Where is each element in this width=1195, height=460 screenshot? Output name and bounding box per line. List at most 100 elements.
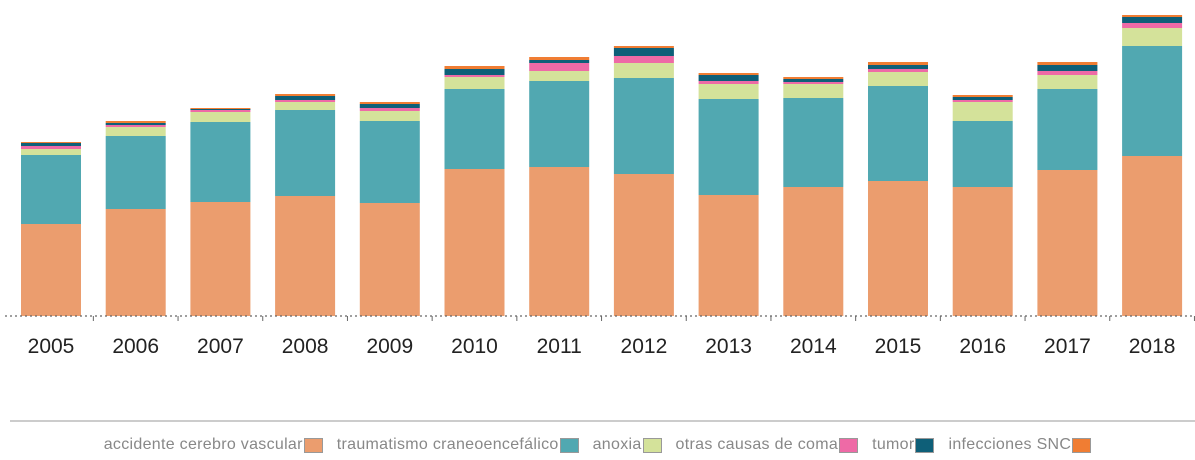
bar-segment <box>783 84 844 98</box>
legend-item: accidente cerebro vascular <box>104 436 323 454</box>
bar-segment <box>952 100 1013 102</box>
x-tick-label: 2010 <box>451 335 498 358</box>
bar-segment <box>444 69 505 75</box>
bar-segment <box>613 174 674 316</box>
legend-item: tumor <box>872 436 935 454</box>
bar-segment <box>783 187 844 316</box>
bar-segment <box>444 89 505 169</box>
bar-segment <box>105 136 166 209</box>
bar-segment <box>275 102 336 110</box>
bar-segment <box>868 86 928 181</box>
legend: accidente cerebro vascular traumatismo cr… <box>0 436 1195 454</box>
bar-segment <box>21 146 81 149</box>
bar-segment <box>105 125 166 127</box>
legend-swatch <box>642 437 662 453</box>
x-tick-label: 2007 <box>197 335 244 358</box>
bar-segment <box>529 60 590 63</box>
bar-segment <box>952 102 1013 121</box>
bar-segment <box>529 167 590 316</box>
bar-segment <box>783 98 844 187</box>
legend-label: accidente cerebro vascular <box>103 436 303 453</box>
bar-segment <box>444 169 505 316</box>
bar-segment <box>190 202 251 316</box>
bar-segment <box>613 48 674 56</box>
bar-segment <box>868 181 928 316</box>
bar-segment <box>1037 71 1098 75</box>
bar-segment <box>275 110 336 196</box>
bar-segment <box>190 122 251 202</box>
bar-segment <box>529 81 590 167</box>
legend-label: anoxia <box>592 436 642 453</box>
bar-segment <box>444 66 505 69</box>
bar-segment <box>190 112 251 122</box>
legend-swatch <box>839 437 859 453</box>
x-tick-label: 2006 <box>112 335 159 358</box>
bar-segment <box>105 127 166 136</box>
bar-segment <box>529 63 590 71</box>
x-tick-label: 2011 <box>537 335 582 358</box>
bar-segment <box>444 77 505 89</box>
legend-item: infecciones SNC <box>948 436 1092 454</box>
legend-label: otras causas de coma <box>675 436 839 453</box>
bar-segment <box>190 108 251 109</box>
bar-segment <box>1037 89 1098 170</box>
bar-segment <box>359 203 420 316</box>
bar-segment <box>868 62 928 65</box>
x-tick-label: 2009 <box>366 335 413 358</box>
bar-segment <box>275 196 336 316</box>
legend-label: infecciones SNC <box>948 436 1072 453</box>
bar-segment <box>698 99 759 195</box>
bar-segment <box>21 143 81 146</box>
bar-segment <box>1037 62 1098 65</box>
bar-segment <box>783 77 844 79</box>
legend-item: traumatismo craneoencefálico <box>337 436 579 454</box>
bar-segment <box>1037 75 1098 89</box>
bar-segment <box>868 72 928 86</box>
legend-label: tumor <box>872 436 915 453</box>
bar-segment <box>190 109 251 110</box>
x-tick-label: 2005 <box>28 335 75 358</box>
bar-segment <box>190 110 251 112</box>
bar-segment <box>952 187 1013 316</box>
bar-segment <box>275 94 336 96</box>
bar-segment <box>1122 15 1183 17</box>
bar-segment <box>105 209 166 316</box>
bar-segment <box>1037 65 1098 71</box>
x-tick-label: 2016 <box>959 335 1006 358</box>
bar-segment <box>783 79 844 82</box>
bar-segment <box>698 84 759 99</box>
bar-segment <box>529 57 590 60</box>
bar-segment <box>698 81 759 84</box>
bar-segment <box>868 69 928 72</box>
x-tick-label: 2017 <box>1044 335 1091 358</box>
legend-swatch <box>303 437 323 453</box>
legend-swatch <box>1072 437 1092 453</box>
bar-segment <box>952 95 1013 97</box>
x-tick-label: 2018 <box>1129 335 1176 358</box>
bar-segment <box>698 73 759 75</box>
x-tick-label: 2014 <box>790 335 837 358</box>
x-tick-label: 2012 <box>621 335 668 358</box>
bar-segment <box>1122 17 1183 23</box>
x-tick-label: 2015 <box>875 335 922 358</box>
bar-segment <box>868 65 928 69</box>
bar-segment <box>698 195 759 316</box>
x-tick-label: 2008 <box>282 335 329 358</box>
bar-segment <box>359 111 420 121</box>
bar-segment <box>613 46 674 48</box>
bar-segment <box>1122 46 1183 156</box>
x-tick-label: 2013 <box>705 335 752 358</box>
bar-segment <box>1037 170 1098 316</box>
legend-swatch <box>559 437 579 453</box>
bar-segment <box>529 71 590 81</box>
legend-label: traumatismo craneoencefálico <box>336 436 559 453</box>
bar-segment <box>359 121 420 203</box>
bar-segment <box>444 75 505 77</box>
bar-segment <box>952 97 1013 100</box>
legend-item: otras causas de coma <box>676 436 859 454</box>
bar-segment <box>1122 156 1183 316</box>
bar-segment <box>21 155 81 224</box>
bar-segment <box>1122 28 1183 46</box>
